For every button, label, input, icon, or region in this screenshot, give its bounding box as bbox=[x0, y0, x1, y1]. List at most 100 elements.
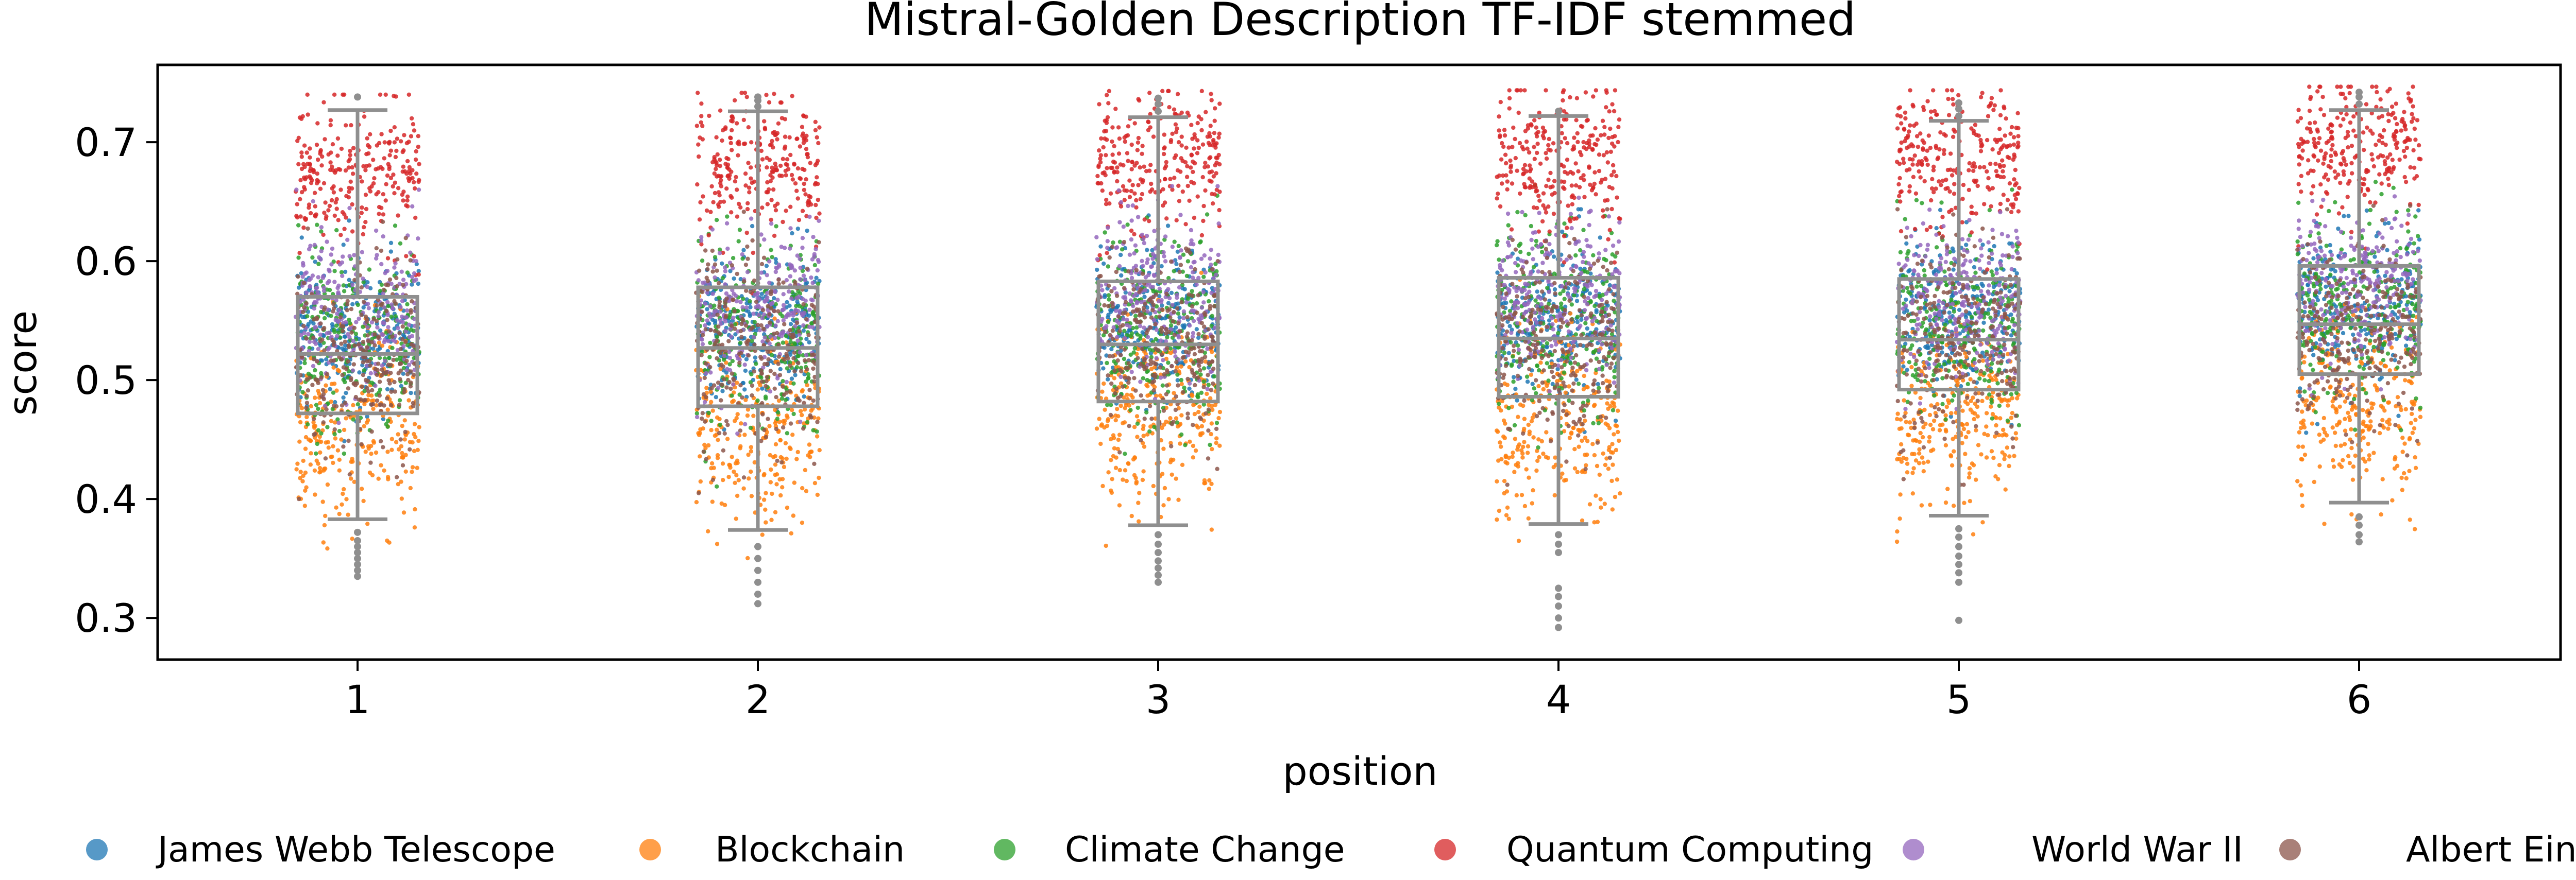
strip-point bbox=[1175, 292, 1179, 297]
strip-point bbox=[1165, 308, 1170, 313]
strip-point bbox=[332, 327, 336, 332]
strip-point bbox=[383, 358, 387, 364]
strip-point bbox=[398, 356, 402, 360]
strip-point bbox=[1206, 383, 1211, 387]
strip-point bbox=[738, 340, 743, 345]
strip-point bbox=[800, 389, 804, 394]
strip-point bbox=[369, 320, 375, 325]
strip-point bbox=[795, 338, 800, 343]
strip-point bbox=[329, 252, 333, 257]
strip-point bbox=[403, 329, 408, 334]
strip-point bbox=[408, 447, 412, 452]
strip-point bbox=[768, 334, 773, 339]
strip-point bbox=[369, 429, 374, 434]
strip-point bbox=[347, 278, 351, 282]
strip-point bbox=[399, 455, 404, 460]
strip-point bbox=[414, 149, 418, 154]
strip-point bbox=[1207, 299, 1211, 304]
strip-point bbox=[315, 290, 320, 295]
strip-point bbox=[1095, 174, 1100, 179]
strip-point bbox=[795, 396, 801, 401]
strip-point bbox=[1171, 457, 1176, 462]
strip-point bbox=[749, 140, 754, 145]
strip-point bbox=[1104, 543, 1108, 548]
strip-point bbox=[738, 205, 743, 210]
strip-point bbox=[1165, 335, 1170, 340]
strip-point bbox=[1145, 335, 1150, 339]
strip-point bbox=[807, 340, 811, 344]
strip-point bbox=[1195, 151, 1200, 156]
strip-point bbox=[713, 318, 718, 323]
strip-point bbox=[325, 311, 329, 316]
strip-point bbox=[1208, 256, 1212, 261]
strip-point bbox=[413, 507, 417, 512]
strip-point bbox=[1179, 110, 1184, 115]
strip-point bbox=[1164, 216, 1169, 221]
strip-point bbox=[322, 523, 327, 528]
strip-point bbox=[366, 306, 371, 310]
strip-point bbox=[756, 313, 761, 318]
strip-point bbox=[1149, 187, 1155, 192]
strip-point bbox=[1101, 366, 1106, 371]
strip-point bbox=[385, 256, 391, 261]
strip-point bbox=[364, 152, 369, 157]
strip-point bbox=[801, 328, 806, 333]
strip-point bbox=[760, 379, 765, 384]
strip-point bbox=[735, 271, 739, 277]
strip-point bbox=[731, 256, 736, 261]
strip-point bbox=[1119, 273, 1124, 278]
strip-point bbox=[726, 339, 731, 343]
strip-point bbox=[1212, 118, 1217, 123]
strip-point bbox=[331, 390, 336, 395]
strip-point bbox=[1582, 373, 1586, 378]
strip-point bbox=[334, 206, 339, 211]
strip-point bbox=[1179, 143, 1184, 148]
strip-point bbox=[1141, 305, 1146, 310]
strip-point bbox=[1174, 153, 1178, 158]
strip-point bbox=[319, 431, 324, 436]
strip-point bbox=[788, 322, 793, 326]
strip-point bbox=[1179, 382, 1184, 386]
strip-point bbox=[760, 412, 765, 417]
strip-point bbox=[313, 213, 317, 218]
strip-point bbox=[1177, 335, 1181, 340]
strip-point bbox=[694, 415, 700, 420]
strip-point bbox=[1105, 423, 1110, 428]
strip-point bbox=[702, 400, 707, 404]
strip-point bbox=[308, 155, 312, 160]
strip-point bbox=[410, 274, 415, 280]
strip-point bbox=[784, 379, 789, 385]
strip-point bbox=[1136, 501, 1141, 505]
strip-point bbox=[709, 466, 714, 471]
strip-point bbox=[312, 301, 316, 305]
strip-point bbox=[351, 417, 355, 422]
strip-point bbox=[739, 335, 744, 339]
strip-point bbox=[704, 371, 708, 376]
strip-point bbox=[811, 304, 816, 309]
strip-point bbox=[336, 283, 341, 288]
strip-point bbox=[368, 371, 373, 376]
strip-point bbox=[730, 298, 735, 302]
strip-point bbox=[359, 285, 364, 290]
strip-point bbox=[1176, 311, 1181, 316]
strip-point bbox=[795, 450, 800, 455]
strip-point bbox=[730, 148, 734, 152]
strip-point bbox=[789, 407, 794, 412]
strip-point bbox=[385, 283, 391, 287]
strip-point bbox=[697, 268, 702, 273]
strip-point bbox=[412, 180, 416, 185]
strip-point bbox=[348, 153, 352, 158]
strip-point bbox=[773, 269, 778, 274]
strip-point bbox=[367, 267, 372, 272]
strip-point bbox=[1174, 218, 1179, 222]
strip-point bbox=[1202, 334, 1207, 339]
strip-point bbox=[1167, 296, 1172, 301]
strip-point bbox=[1161, 408, 1166, 413]
strip-point bbox=[770, 255, 774, 260]
strip-point bbox=[334, 404, 339, 409]
strip-point bbox=[416, 439, 421, 443]
strip-point bbox=[1190, 393, 1195, 398]
strip-point bbox=[1192, 411, 1197, 417]
strip-point bbox=[411, 329, 416, 333]
strip-point bbox=[355, 302, 360, 307]
